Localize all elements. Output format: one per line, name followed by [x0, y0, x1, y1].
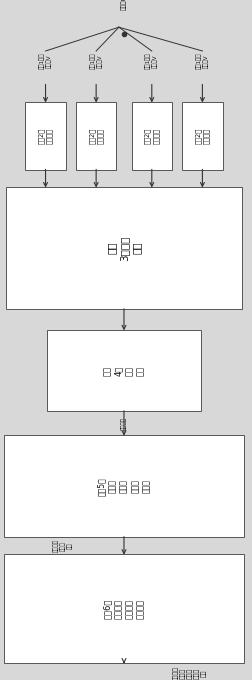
- FancyBboxPatch shape: [4, 435, 243, 537]
- Text: 步骤1、接
收信号V: 步骤1、接 收信号V: [145, 53, 158, 69]
- FancyBboxPatch shape: [47, 330, 200, 411]
- Text: 步骤2、
信号调理: 步骤2、 信号调理: [88, 128, 103, 144]
- Text: 各路信号
的数采
样率: 各路信号 的数采 样率: [53, 539, 73, 552]
- Text: 步骤
3、数据
采样: 步骤 3、数据 采样: [106, 235, 141, 261]
- Text: 步骤5、
建立基
于信号
时间差
的方程: 步骤5、 建立基 于信号 时间差 的方程: [97, 477, 150, 496]
- FancyBboxPatch shape: [6, 187, 241, 309]
- Text: 步骤2、
信号调理: 步骤2、 信号调理: [38, 128, 53, 144]
- Text: 步骤1、接
收信号V: 步骤1、接 收信号V: [195, 53, 208, 69]
- FancyBboxPatch shape: [25, 102, 66, 170]
- FancyBboxPatch shape: [181, 102, 222, 170]
- FancyBboxPatch shape: [76, 102, 116, 170]
- Text: 步骤2、
信号调理: 步骤2、 信号调理: [144, 128, 159, 144]
- Text: 步骤2、
信号调理: 步骤2、 信号调理: [194, 128, 209, 144]
- Text: 信号数据: 信号数据: [121, 417, 126, 430]
- Text: 放电源P: 放电源P: [121, 0, 126, 10]
- FancyBboxPatch shape: [4, 554, 243, 663]
- Text: 步骤1、接
收信号V: 步骤1、接 收信号V: [89, 53, 102, 69]
- Text: 步骤6、
求解基于
时差的位
置方程组: 步骤6、 求解基于 时差的位 置方程组: [102, 598, 145, 619]
- Text: 输出结果
放电的
方位角
与位间
距离: 输出结果 放电的 方位角 与位间 距离: [172, 666, 206, 680]
- Text: 步骤
4、
信号
降噪: 步骤 4、 信号 降噪: [102, 365, 145, 376]
- FancyBboxPatch shape: [131, 102, 171, 170]
- Text: 步骤1、接
收信号V: 步骤1、接 收信号V: [39, 53, 52, 69]
